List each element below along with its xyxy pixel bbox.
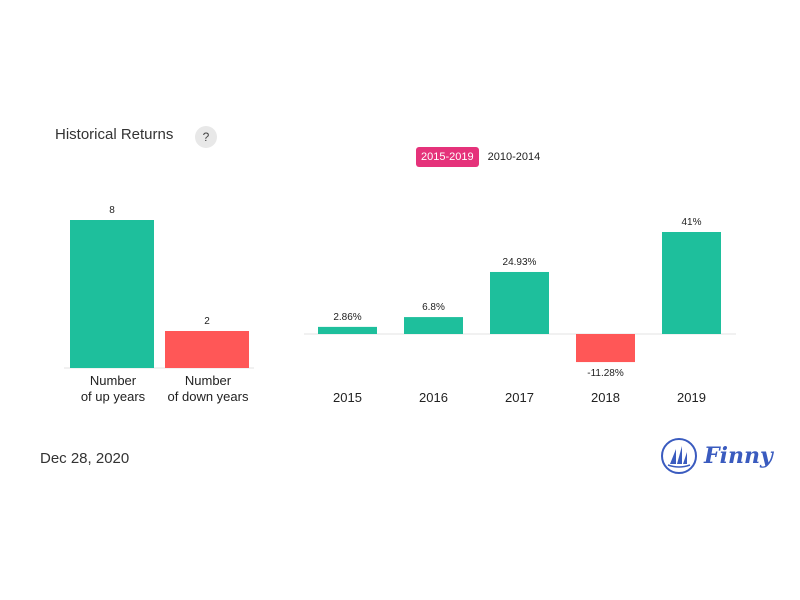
return-value-label: 24.93% [503,257,537,268]
count-bar [165,331,249,368]
help-icon[interactable]: ? [195,126,217,148]
count-bar [70,220,154,368]
period-tabs: 2015-2019 2010-2014 [416,147,549,167]
as-of-date: Dec 28, 2020 [40,450,130,467]
year-tick-label: 2018 [591,390,620,405]
return-bar [576,334,635,363]
finny-logo: Finny [660,437,773,475]
return-value-label: 6.8% [422,302,445,313]
return-value-label: -11.28% [587,368,624,379]
return-bar [490,271,549,334]
count-value-label: 8 [109,205,115,216]
return-value-label: 41% [681,217,701,228]
count-category-label: of up years [81,389,146,404]
count-category-label: Number [185,373,232,388]
return-bar [662,232,721,334]
chart-title: Historical Returns [55,126,174,143]
logo-text: Finny [704,443,773,469]
year-tick-label: 2016 [419,390,448,405]
count-category-label: Number [90,373,137,388]
tab-2010-2014[interactable]: 2010-2014 [487,151,541,163]
year-tick-label: 2019 [677,390,706,405]
return-bar [404,317,463,334]
year-tick-label: 2017 [505,390,534,405]
return-bar [318,326,377,334]
tab-2015-2019[interactable]: 2015-2019 [416,147,479,167]
count-value-label: 2 [204,316,210,327]
year-tick-label: 2015 [333,390,362,405]
sailboat-icon [661,438,697,474]
count-category-label: of down years [168,389,249,404]
return-value-label: 2.86% [333,312,361,323]
